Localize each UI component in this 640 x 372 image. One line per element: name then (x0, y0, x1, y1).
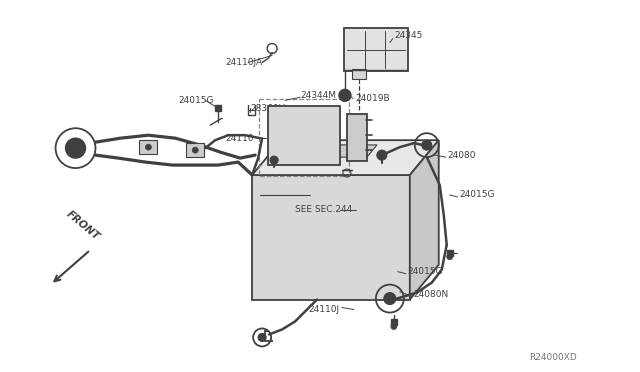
Text: 24015G: 24015G (179, 96, 214, 105)
Polygon shape (267, 145, 317, 157)
Text: 25411: 25411 (295, 116, 324, 125)
FancyBboxPatch shape (352, 70, 366, 79)
Circle shape (447, 254, 452, 260)
Text: 24345: 24345 (395, 31, 423, 40)
Text: 24015G: 24015G (408, 267, 444, 276)
FancyBboxPatch shape (347, 114, 367, 161)
Text: 24110J: 24110J (308, 305, 339, 314)
Circle shape (391, 324, 397, 330)
Text: FRONT: FRONT (64, 209, 101, 242)
Text: 24110JA: 24110JA (225, 58, 262, 67)
Text: 24080N: 24080N (414, 290, 449, 299)
FancyBboxPatch shape (344, 28, 408, 71)
Polygon shape (252, 175, 410, 299)
Polygon shape (322, 145, 377, 157)
Text: 28360U: 28360U (250, 104, 285, 113)
Circle shape (65, 138, 86, 158)
Polygon shape (410, 140, 439, 299)
Circle shape (339, 89, 351, 101)
FancyBboxPatch shape (186, 143, 204, 157)
Text: SEE SEC.244: SEE SEC.244 (295, 205, 352, 214)
Circle shape (422, 140, 432, 150)
Text: 24344M: 24344M (300, 91, 336, 100)
Circle shape (384, 293, 396, 305)
Circle shape (192, 147, 198, 153)
Polygon shape (252, 140, 439, 175)
FancyBboxPatch shape (268, 106, 340, 165)
FancyBboxPatch shape (140, 140, 157, 154)
Text: 24019B: 24019B (355, 94, 390, 103)
Text: R24000XD: R24000XD (529, 353, 577, 362)
Text: 24015G: 24015G (460, 190, 495, 199)
Circle shape (377, 150, 387, 160)
Text: 24080: 24080 (448, 151, 476, 160)
Text: 24110: 24110 (225, 134, 253, 143)
Circle shape (145, 144, 152, 150)
Circle shape (258, 333, 266, 341)
Circle shape (270, 156, 278, 164)
